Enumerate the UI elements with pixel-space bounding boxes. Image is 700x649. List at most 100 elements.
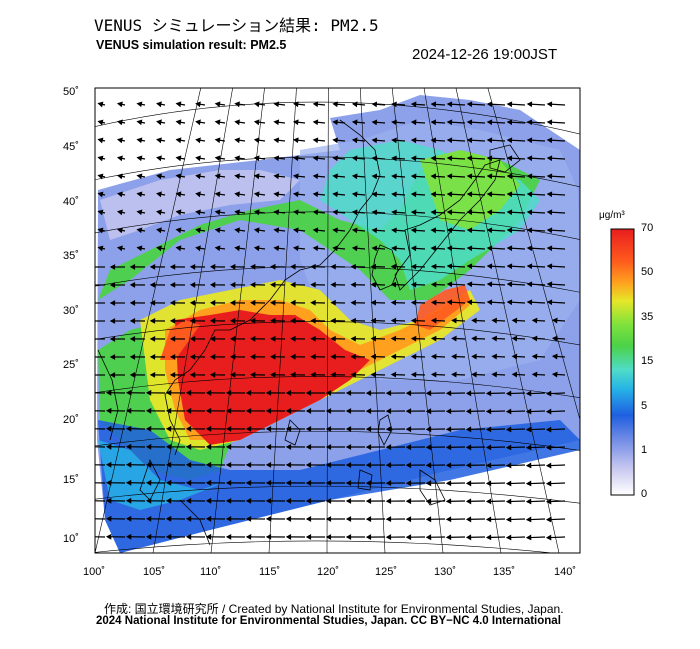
wind-arrowhead (486, 209, 493, 216)
wind-arrowhead (95, 282, 96, 288)
colorbar-tick-label: 35 (641, 311, 654, 323)
wind-arrowhead (225, 497, 232, 504)
wind-arrowhead (149, 317, 156, 324)
wind-arrowhead (385, 516, 392, 522)
wind-arrowhead (391, 137, 397, 144)
wind-arrowhead (332, 245, 338, 252)
wind-arrowhead (253, 119, 260, 126)
wind-arrowhead (229, 263, 236, 270)
wind-arrowhead (451, 317, 457, 324)
wind-arrowhead (445, 534, 452, 541)
wind-arrowhead (451, 353, 457, 360)
wind-arrowhead (253, 227, 260, 234)
wind-arrowhead (116, 209, 123, 216)
wind-arrowhead (214, 245, 221, 252)
wind-arrowhead (116, 137, 123, 144)
wind-arrowhead (116, 101, 123, 108)
wind-arrowhead (185, 533, 192, 540)
wind-arrowhead (446, 155, 453, 162)
wind-arrowhead (446, 119, 453, 126)
wind-arrowhead (292, 191, 299, 198)
wind-arrowhead (546, 173, 553, 180)
wind-arrowhead (525, 462, 532, 469)
wind-arrowhead (405, 390, 412, 397)
wind-arrowhead (250, 371, 256, 378)
wind-arrowhead (292, 137, 299, 144)
wind-arrowhead (310, 299, 316, 306)
wind-arrowhead (116, 191, 123, 198)
wind-arrowhead (546, 299, 553, 306)
wind-arrowhead (405, 408, 412, 415)
wind-arrowhead (129, 353, 136, 360)
wind-arrowhead (214, 227, 221, 234)
wind-arrowhead (430, 191, 437, 198)
wind-arrowhead (225, 407, 232, 414)
wind-arrowhead (486, 281, 493, 288)
wind-arrowhead (446, 137, 453, 144)
wind-arrowhead (305, 425, 312, 432)
wind-arrowhead (165, 407, 172, 414)
wind-arrowhead (505, 534, 512, 541)
wind-arrowhead (312, 173, 319, 180)
wind-arrowhead (149, 281, 156, 288)
wind-arrowhead (325, 534, 332, 540)
wind-arrowhead (445, 480, 452, 487)
wind-arrowhead (156, 101, 162, 108)
wind-arrowhead (105, 389, 112, 396)
wind-arrowhead (234, 191, 240, 198)
wind-arrowhead (312, 191, 319, 198)
wind-arrowhead (97, 119, 104, 126)
wind-arrowhead (430, 245, 437, 252)
wind-arrowhead (273, 155, 280, 162)
wind-arrowhead (290, 281, 296, 288)
wind-arrowhead (425, 426, 432, 433)
wind-arrowhead (273, 101, 280, 108)
wind-arrowhead (471, 353, 477, 360)
wind-arrowhead (410, 245, 417, 252)
map-frame (94, 87, 581, 554)
wind-arrowhead (145, 407, 152, 414)
wind-arrowhead (214, 209, 221, 216)
wind-arrowhead (250, 353, 256, 360)
wind-arrowhead (156, 119, 162, 126)
wind-arrowhead (505, 480, 512, 487)
wind-arrowhead (350, 335, 356, 342)
wind-arrowhead (370, 299, 377, 306)
wind-arrowhead (265, 443, 272, 450)
wind-arrowhead (531, 371, 538, 378)
wind-arrowhead (205, 425, 212, 432)
wind-arrowhead (486, 155, 493, 162)
wind-arrowhead (545, 534, 552, 541)
wind-arrowhead (325, 426, 332, 432)
wind-arrowhead (325, 516, 332, 522)
wind-arrowhead (270, 335, 276, 342)
wind-arrowhead (312, 155, 319, 162)
wind-arrowhead (285, 425, 292, 432)
wind-arrowhead (525, 426, 532, 433)
wind-arrowhead (506, 101, 513, 108)
wind-arrowhead (390, 335, 397, 342)
wind-arrowhead (425, 462, 432, 469)
wind-arrowhead (149, 335, 156, 342)
wind-arrowhead (526, 227, 533, 234)
wind-arrowhead (465, 516, 472, 523)
wind-arrowhead (545, 390, 552, 397)
wind-arrowhead (410, 173, 417, 180)
wind-arrowhead (546, 191, 553, 198)
wind-arrowhead (285, 515, 292, 522)
wind-arrowhead (265, 533, 272, 540)
wind-arrowhead (332, 137, 338, 144)
wind-arrowhead (109, 282, 116, 288)
wind-arrowhead (87, 445, 91, 449)
wind-arrowhead (526, 281, 533, 288)
wind-arrowhead (446, 263, 453, 270)
wind-arrowhead (525, 498, 532, 505)
wind-arrowhead (525, 444, 532, 451)
wind-arrowhead (312, 137, 319, 144)
wind-arrowhead (445, 516, 452, 523)
wind-arrowhead (136, 227, 143, 234)
lat-label: 50˚ (63, 86, 79, 98)
lat-label: 10˚ (63, 533, 79, 545)
wind-arrowhead (391, 191, 397, 198)
wind-arrowhead (116, 173, 123, 180)
